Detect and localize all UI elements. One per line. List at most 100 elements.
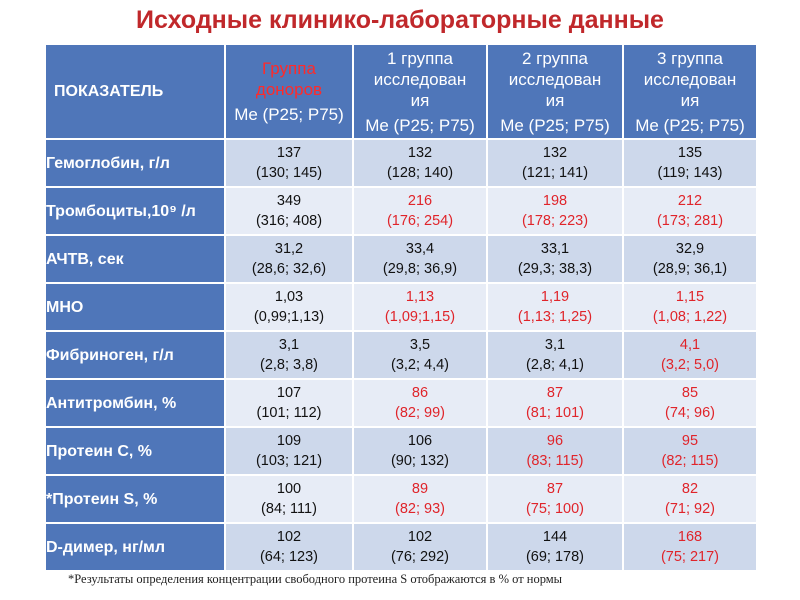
iqr-value: (173; 281)	[624, 211, 756, 231]
iqr-value: (316; 408)	[226, 211, 352, 231]
header-donor-line1: Группа	[262, 59, 316, 78]
iqr-value: (130; 145)	[226, 163, 352, 183]
value-cell: 89 (82; 93)	[353, 475, 487, 523]
table-row: Протеин C, % 109 (103; 121) 106 (90; 132) 96 (…	[45, 427, 757, 475]
iqr-value: (3,2; 4,4)	[354, 355, 486, 375]
median-value: 168	[624, 527, 756, 547]
row-label: МНО	[45, 283, 225, 331]
value-cell: 135 (119; 143)	[623, 139, 757, 187]
value-cell: 3,1 (2,8; 4,1)	[487, 331, 623, 379]
footnote: *Результаты определения концентрации сво…	[68, 572, 562, 587]
median-value: 109	[226, 431, 352, 451]
header-donor-group: Группа доноров Me (P25; P75)	[225, 44, 353, 139]
header-indicator: ПОКАЗАТЕЛЬ	[45, 44, 225, 139]
header-me: Me (P25; P75)	[354, 115, 486, 136]
median-value: 1,13	[354, 287, 486, 307]
header-group3-line2: исследован	[644, 70, 737, 89]
median-value: 33,4	[354, 239, 486, 259]
iqr-value: (2,8; 3,8)	[226, 355, 352, 375]
median-value: 3,5	[354, 335, 486, 355]
iqr-value: (69; 178)	[488, 547, 622, 567]
iqr-value: (75; 217)	[624, 547, 756, 567]
median-value: 132	[488, 143, 622, 163]
median-value: 31,2	[226, 239, 352, 259]
iqr-value: (3,2; 5,0)	[624, 355, 756, 375]
iqr-value: (0,99;1,13)	[226, 307, 352, 327]
value-cell: 4,1 (3,2; 5,0)	[623, 331, 757, 379]
value-cell: 32,9 (28,9; 36,1)	[623, 235, 757, 283]
median-value: 3,1	[488, 335, 622, 355]
iqr-value: (29,3; 38,3)	[488, 259, 622, 279]
row-label: Тромбоциты,10⁹ /л	[45, 187, 225, 235]
iqr-value: (176; 254)	[354, 211, 486, 231]
median-value: 33,1	[488, 239, 622, 259]
iqr-value: (81; 101)	[488, 403, 622, 423]
iqr-value: (28,9; 36,1)	[624, 259, 756, 279]
table-row: АЧТВ, сек 31,2 (28,6; 32,6) 33,4 (29,8; 36,9…	[45, 235, 757, 283]
value-cell: 86 (82; 99)	[353, 379, 487, 427]
median-value: 100	[226, 479, 352, 499]
table-row: Фибриноген, г/л 3,1 (2,8; 3,8) 3,5 (3,2; 4,4…	[45, 331, 757, 379]
header-group2-line2: исследован	[509, 70, 602, 89]
median-value: 106	[354, 431, 486, 451]
value-cell: 132 (128; 140)	[353, 139, 487, 187]
iqr-value: (128; 140)	[354, 163, 486, 183]
iqr-value: (90; 132)	[354, 451, 486, 471]
page-title: Исходные клинико-лабораторные данные	[0, 6, 800, 35]
value-cell: 349 (316; 408)	[225, 187, 353, 235]
table-row: МНО 1,03 (0,99;1,13) 1,13 (1,09;1,15) 1,19 (1,…	[45, 283, 757, 331]
row-label: Протеин C, %	[45, 427, 225, 475]
median-value: 3,1	[226, 335, 352, 355]
row-label: *Протеин S, %	[45, 475, 225, 523]
lab-data-table: ПОКАЗАТЕЛЬ Группа доноров Me (P25; P75) …	[44, 43, 758, 572]
value-cell: 109 (103; 121)	[225, 427, 353, 475]
header-group-3: 3 группа исследован ия Me (P25; P75)	[623, 44, 757, 139]
value-cell: 82 (71; 92)	[623, 475, 757, 523]
median-value: 85	[624, 383, 756, 403]
median-value: 1,03	[226, 287, 352, 307]
median-value: 87	[488, 383, 622, 403]
median-value: 1,15	[624, 287, 756, 307]
median-value: 132	[354, 143, 486, 163]
iqr-value: (83; 115)	[488, 451, 622, 471]
value-cell: 96 (83; 115)	[487, 427, 623, 475]
value-cell: 1,15 (1,08; 1,22)	[623, 283, 757, 331]
row-label: Гемоглобин, г/л	[45, 139, 225, 187]
header-group3-line1: 3 группа	[657, 49, 723, 68]
header-row: ПОКАЗАТЕЛЬ Группа доноров Me (P25; P75) …	[45, 44, 757, 139]
median-value: 89	[354, 479, 486, 499]
header-group-2: 2 группа исследован ия Me (P25; P75)	[487, 44, 623, 139]
value-cell: 87 (75; 100)	[487, 475, 623, 523]
iqr-value: (74; 96)	[624, 403, 756, 423]
iqr-value: (82; 115)	[624, 451, 756, 471]
iqr-value: (75; 100)	[488, 499, 622, 519]
value-cell: 102 (76; 292)	[353, 523, 487, 571]
table-row: *Протеин S, % 100 (84; 111) 89 (82; 93) 87 (75…	[45, 475, 757, 523]
iqr-value: (101; 112)	[226, 403, 352, 423]
header-me: Me (P25; P75)	[624, 115, 756, 136]
iqr-value: (1,09;1,15)	[354, 307, 486, 327]
value-cell: 1,19 (1,13; 1,25)	[487, 283, 623, 331]
value-cell: 33,4 (29,8; 36,9)	[353, 235, 487, 283]
value-cell: 85 (74; 96)	[623, 379, 757, 427]
table-row: Антитромбин, % 107 (101; 112) 86 (82; 99) 87 (…	[45, 379, 757, 427]
iqr-value: (84; 111)	[226, 499, 352, 519]
median-value: 95	[624, 431, 756, 451]
header-me: Me (P25; P75)	[488, 115, 622, 136]
median-value: 86	[354, 383, 486, 403]
value-cell: 1,13 (1,09;1,15)	[353, 283, 487, 331]
value-cell: 3,1 (2,8; 3,8)	[225, 331, 353, 379]
header-donor-line2: доноров	[256, 80, 322, 99]
value-cell: 212 (173; 281)	[623, 187, 757, 235]
median-value: 135	[624, 143, 756, 163]
iqr-value: (103; 121)	[226, 451, 352, 471]
value-cell: 107 (101; 112)	[225, 379, 353, 427]
iqr-value: (29,8; 36,9)	[354, 259, 486, 279]
table-row: Тромбоциты,10⁹ /л 349 (316; 408) 216 (176; 2…	[45, 187, 757, 235]
value-cell: 137 (130; 145)	[225, 139, 353, 187]
value-cell: 33,1 (29,3; 38,3)	[487, 235, 623, 283]
value-cell: 106 (90; 132)	[353, 427, 487, 475]
header-group3-line3: ия	[681, 91, 700, 110]
median-value: 1,19	[488, 287, 622, 307]
value-cell: 132 (121; 141)	[487, 139, 623, 187]
